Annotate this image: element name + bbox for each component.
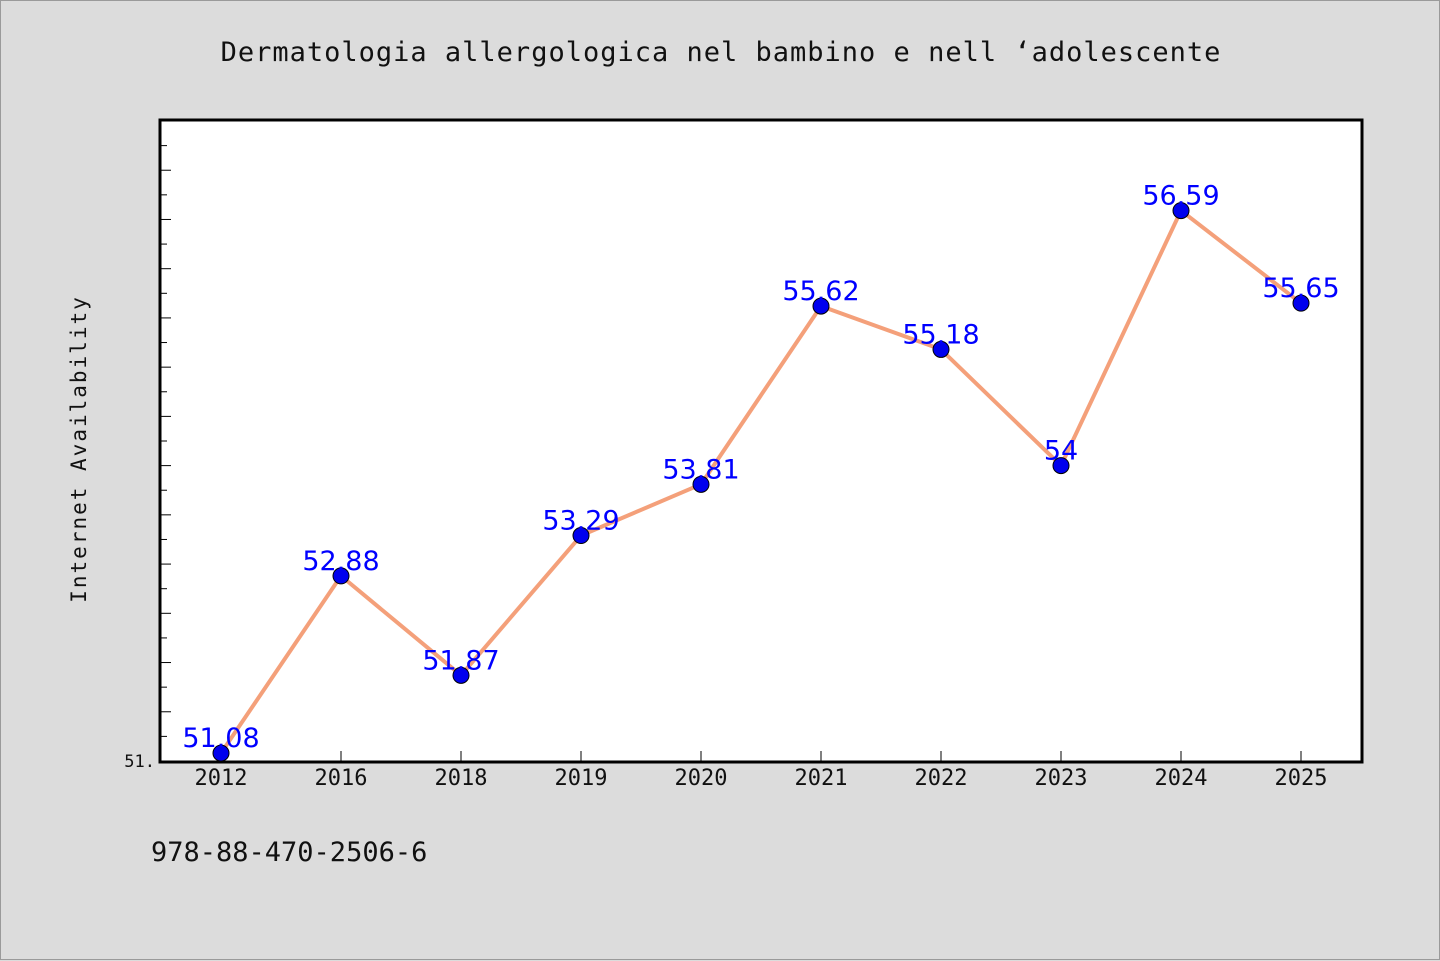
x-tick-label: 2022 — [915, 766, 968, 791]
x-tick-label: 2024 — [1155, 766, 1208, 791]
data-label: 53.29 — [542, 506, 619, 537]
series-line — [219, 208, 1303, 755]
data-point — [212, 744, 230, 762]
data-point — [1052, 457, 1070, 475]
x-tick-label: 2023 — [1035, 766, 1088, 791]
data-point — [1172, 202, 1190, 220]
data-point — [692, 475, 710, 493]
data-point — [572, 527, 590, 545]
footer-code: 978-88-470-2506-6 — [151, 837, 428, 868]
data-point — [932, 340, 950, 358]
y-axis-ticks: 51. — [124, 145, 171, 772]
x-tick-label: 2016 — [315, 766, 368, 791]
x-tick-label: 2018 — [435, 766, 488, 791]
data-point — [452, 666, 470, 684]
x-tick-label: 2025 — [1275, 766, 1328, 791]
data-point — [812, 297, 830, 315]
data-point — [1292, 294, 1310, 312]
data-label: 53.81 — [662, 454, 739, 485]
data-label: 56.59 — [1142, 181, 1219, 212]
x-tick-label: 2021 — [795, 766, 848, 791]
x-tick-label: 2019 — [555, 766, 608, 791]
data-label: 51.08 — [182, 723, 259, 754]
x-axis-ticks: 2012 2016 2018 2019 2020 2021 2022 2023 2024 2025 — [195, 751, 1328, 791]
data-label: 54 — [1044, 436, 1078, 467]
plot-area — [158, 118, 1364, 764]
x-tick-label: 2020 — [675, 766, 728, 791]
series-layer: 51.08 52.88 51.87 53.29 53.81 55.62 55.18 54 56.… — [182, 181, 1340, 762]
data-label: 55.62 — [782, 276, 859, 307]
data-label: 55.65 — [1262, 273, 1339, 304]
data-point — [332, 567, 350, 585]
data-label: 51.87 — [422, 645, 499, 676]
chart-title: Dermatologia allergologica nel bambino e… — [220, 37, 1222, 68]
data-label: 55.18 — [902, 319, 979, 350]
x-tick-label: 2012 — [195, 766, 248, 791]
data-label: 52.88 — [302, 546, 379, 577]
y-tick-label: 51. — [124, 752, 155, 772]
